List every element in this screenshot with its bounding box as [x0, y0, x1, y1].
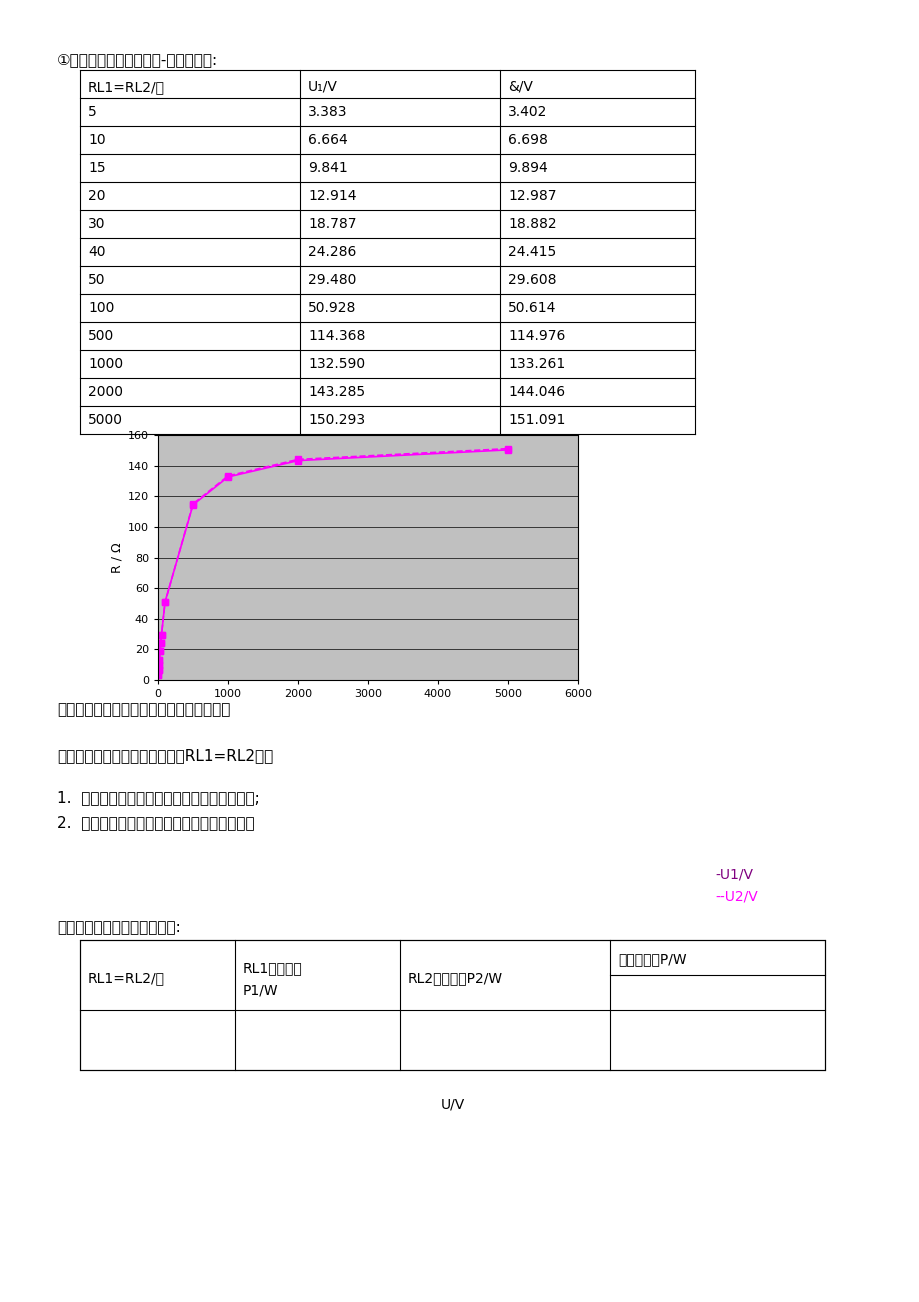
Text: &/V: &/V	[507, 79, 532, 94]
Text: P1/W: P1/W	[243, 983, 278, 997]
Text: 18.787: 18.787	[308, 217, 357, 230]
Text: 2000: 2000	[88, 385, 123, 398]
Bar	[80, 70, 694, 434]
Text: 132.590: 132.590	[308, 357, 365, 371]
Text: 114.368: 114.368	[308, 329, 365, 342]
Y-axis label: R / Ω: R / Ω	[110, 542, 123, 573]
Text: 40: 40	[88, 245, 106, 259]
Text: RL2消耗功率P2/W: RL2消耗功率P2/W	[407, 971, 503, 986]
Text: --U2/V: --U2/V	[714, 891, 757, 904]
Text: 24.415: 24.415	[507, 245, 556, 259]
Text: 12.987: 12.987	[507, 189, 556, 203]
Text: 5: 5	[88, 105, 96, 118]
Text: RL1=RL2/。: RL1=RL2/。	[88, 971, 165, 986]
Text: 6.664: 6.664	[308, 133, 347, 147]
Text: 2.  负载很大时，两负载电压接近理论计算値。: 2. 负载很大时，两负载电压接近理论计算値。	[57, 815, 255, 829]
Text: 133.261: 133.261	[507, 357, 564, 371]
Text: 144.046: 144.046	[507, 385, 564, 398]
Text: 114.976: 114.976	[507, 329, 565, 342]
Text: 电路总功率P/W: 电路总功率P/W	[618, 953, 686, 966]
Text: 1000: 1000	[88, 357, 123, 371]
Text: 24.286: 24.286	[308, 245, 356, 259]
Text: ①负载为线性电阵时负载-电压关系表:: ①负载为线性电阵时负载-电压关系表:	[57, 52, 218, 66]
Text: 9.894: 9.894	[507, 161, 547, 174]
Text: 5000: 5000	[88, 413, 123, 427]
Text: 6.698: 6.698	[507, 133, 548, 147]
Text: 10: 10	[88, 133, 106, 147]
Text: 151.091: 151.091	[507, 413, 565, 427]
Text: 50.928: 50.928	[308, 301, 356, 315]
Text: 9.841: 9.841	[308, 161, 347, 174]
Text: 18.882: 18.882	[507, 217, 556, 230]
Text: 30: 30	[88, 217, 106, 230]
Bar	[80, 940, 824, 1070]
Text: 3.383: 3.383	[308, 105, 347, 118]
Text: 电路消耗功率与负载的关系表:: 电路消耗功率与负载的关系表:	[57, 921, 180, 935]
Text: 50.614: 50.614	[507, 301, 556, 315]
Text: 29.480: 29.480	[308, 273, 356, 286]
Text: 20: 20	[88, 189, 106, 203]
Text: RL1=RL2/。: RL1=RL2/。	[88, 79, 165, 94]
Text: RL1消耗功率: RL1消耗功率	[243, 961, 302, 975]
Text: 29.608: 29.608	[507, 273, 556, 286]
Text: -U1/V: -U1/V	[714, 868, 752, 881]
Text: U/V: U/V	[440, 1098, 464, 1112]
Bar	[80, 940, 824, 1070]
Text: 电压与线性负载的关系曲线（电脑拟合）：: 电压与线性负载的关系曲线（电脑拟合）：	[57, 702, 230, 717]
Text: 500: 500	[88, 329, 114, 342]
Text: 100: 100	[88, 301, 114, 315]
Text: 150.293: 150.293	[308, 413, 365, 427]
Text: 3.402: 3.402	[507, 105, 547, 118]
Text: 15: 15	[88, 161, 106, 174]
Text: 12.914: 12.914	[308, 189, 357, 203]
Text: 如上表，当负载为线性电阵，且RL1=RL2时；: 如上表，当负载为线性电阵，且RL1=RL2时；	[57, 749, 273, 763]
Text: 143.285: 143.285	[308, 385, 365, 398]
Text: U₁/V: U₁/V	[308, 79, 337, 94]
Text: 50: 50	[88, 273, 106, 286]
Text: 1.  两电阵的电压变化基本相等，曲线近似重合;: 1. 两电阵的电压变化基本相等，曲线近似重合;	[57, 790, 259, 805]
